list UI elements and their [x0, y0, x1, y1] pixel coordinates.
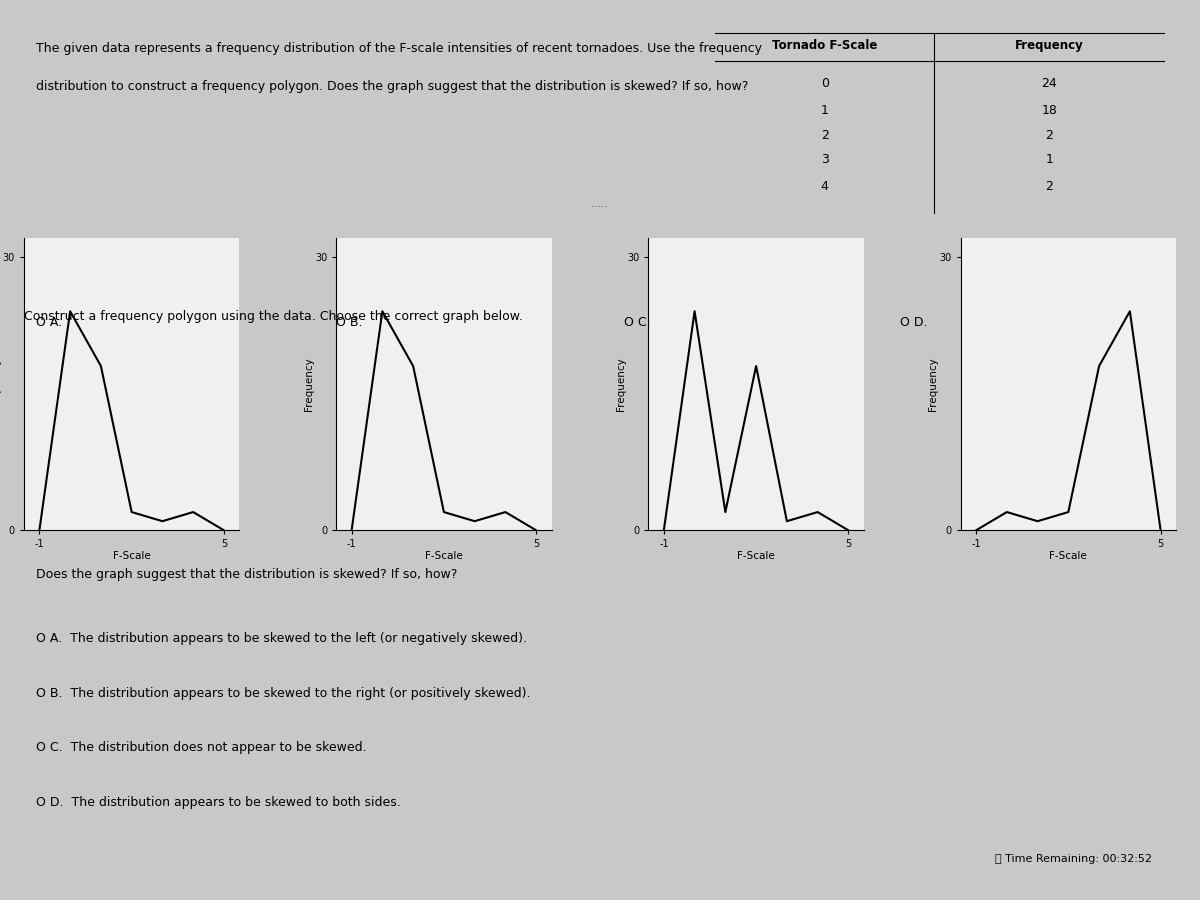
Text: 1: 1: [1045, 153, 1054, 166]
Text: 2: 2: [1045, 180, 1054, 193]
Text: .....: .....: [590, 199, 610, 209]
X-axis label: F-Scale: F-Scale: [113, 551, 150, 561]
X-axis label: F-Scale: F-Scale: [737, 551, 775, 561]
X-axis label: F-Scale: F-Scale: [1050, 551, 1087, 561]
Text: ⓘ Time Remaining: 00:32:52: ⓘ Time Remaining: 00:32:52: [995, 854, 1152, 864]
Text: O D.: O D.: [900, 316, 928, 328]
Text: O C.: O C.: [624, 316, 650, 328]
Text: O B.: O B.: [336, 316, 362, 328]
Text: O C.  The distribution does not appear to be skewed.: O C. The distribution does not appear to…: [36, 742, 366, 754]
Y-axis label: Frequency: Frequency: [0, 357, 1, 411]
X-axis label: F-Scale: F-Scale: [425, 551, 463, 561]
Y-axis label: Frequency: Frequency: [304, 357, 313, 411]
Text: O D.  The distribution appears to be skewed to both sides.: O D. The distribution appears to be skew…: [36, 796, 401, 809]
Text: 2: 2: [821, 129, 828, 141]
Text: O A.  The distribution appears to be skewed to the left (or negatively skewed).: O A. The distribution appears to be skew…: [36, 632, 527, 645]
Text: 3: 3: [821, 153, 828, 166]
Text: Tornado F-Scale: Tornado F-Scale: [772, 40, 877, 52]
Text: 18: 18: [1042, 104, 1057, 117]
Text: Does the graph suggest that the distribution is skewed? If so, how?: Does the graph suggest that the distribu…: [36, 568, 457, 580]
Text: The given data represents a frequency distribution of the F-scale intensities of: The given data represents a frequency di…: [36, 42, 762, 55]
Text: distribution to construct a frequency polygon. Does the graph suggest that the d: distribution to construct a frequency po…: [36, 80, 748, 94]
Text: 0: 0: [821, 77, 829, 91]
Text: O B.  The distribution appears to be skewed to the right (or positively skewed).: O B. The distribution appears to be skew…: [36, 687, 530, 699]
Text: O A.: O A.: [36, 316, 62, 328]
Text: Construct a frequency polygon using the data. Choose the correct graph below.: Construct a frequency polygon using the …: [24, 310, 523, 323]
Text: Frequency: Frequency: [1015, 40, 1084, 52]
Y-axis label: Frequency: Frequency: [928, 357, 938, 411]
Text: 2: 2: [1045, 129, 1054, 141]
Text: 4: 4: [821, 180, 828, 193]
Y-axis label: Frequency: Frequency: [616, 357, 625, 411]
Text: 1: 1: [821, 104, 828, 117]
Text: 24: 24: [1042, 77, 1057, 91]
